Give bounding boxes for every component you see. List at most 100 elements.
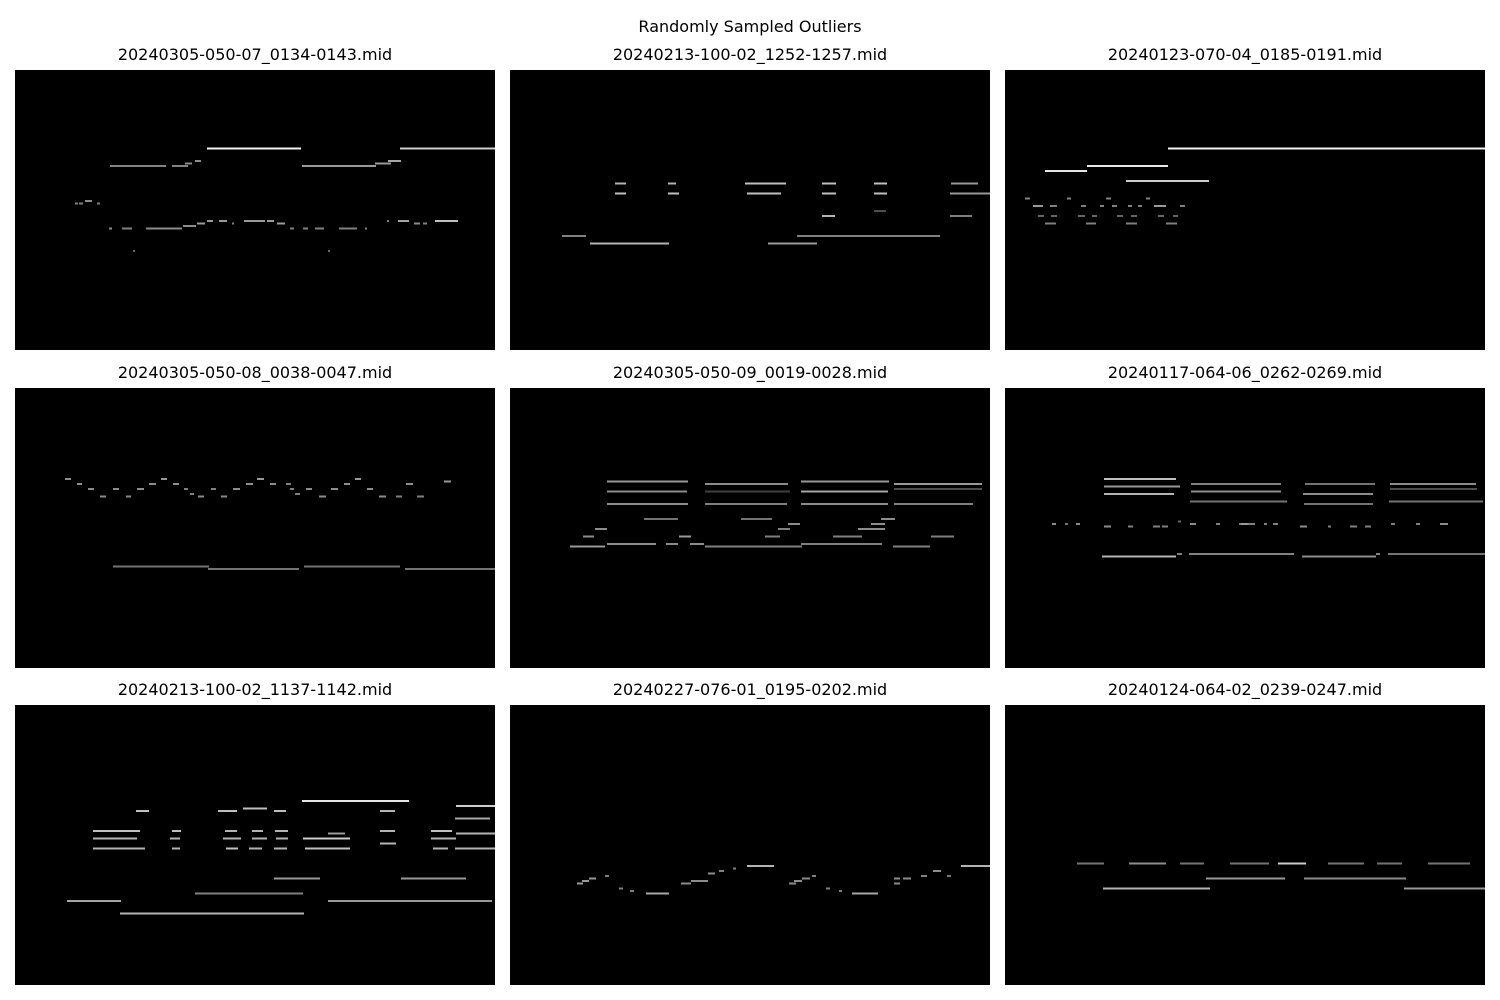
note-bar (894, 877, 900, 880)
note-bar (1428, 862, 1470, 865)
note-bar (583, 535, 594, 538)
piano-roll-notes (75, 147, 495, 252)
note-bar (183, 225, 196, 227)
note-bar (708, 872, 715, 875)
note-bar (1241, 523, 1248, 525)
note-bar (302, 800, 409, 802)
note-bar (305, 847, 350, 850)
note-bar (615, 182, 626, 185)
note-bar (277, 222, 285, 225)
note-bar (607, 480, 688, 483)
note-bar (1038, 215, 1044, 217)
note-bar (933, 870, 941, 872)
note-bar (185, 162, 192, 165)
note-bar (198, 495, 204, 498)
note-bar (768, 242, 817, 245)
note-bar (615, 192, 626, 195)
note-bar (93, 837, 137, 840)
panel-title-6: 20240117-064-06_0262-0269.mid (1107, 363, 1383, 382)
note-bar (67, 900, 121, 902)
note-bar (1304, 877, 1406, 880)
note-bar (380, 810, 395, 812)
piano-roll-notes (1025, 147, 1485, 225)
note-bar (295, 493, 300, 495)
note-bar (801, 503, 888, 505)
piano-roll-panel-1 (15, 70, 495, 350)
note-bar (286, 483, 291, 485)
note-bar (431, 830, 452, 832)
note-bar (894, 488, 982, 490)
note-bar (1230, 862, 1269, 865)
note-bar (1100, 205, 1104, 207)
note-bar (961, 865, 990, 867)
note-bar (133, 250, 135, 252)
piano-roll-notes (577, 865, 990, 895)
note-bar (1191, 490, 1281, 493)
note-bar (1138, 205, 1142, 207)
note-bar (455, 817, 490, 820)
note-bar (315, 227, 324, 230)
note-bar (893, 545, 930, 548)
note-bar (88, 488, 94, 490)
note-bar (666, 543, 678, 545)
note-bar (207, 220, 213, 222)
note-bar (172, 830, 181, 832)
note-bar (120, 912, 304, 915)
piano-roll-notes (65, 478, 495, 570)
note-bar (303, 837, 350, 840)
note-bar (801, 543, 882, 545)
note-bar (1050, 205, 1057, 207)
note-bar (1350, 525, 1357, 528)
note-bar (1190, 523, 1196, 525)
note-bar (1303, 493, 1373, 495)
note-bar (931, 535, 954, 538)
note-bar (950, 192, 990, 195)
note-bar (1131, 215, 1137, 217)
note-bar (433, 847, 448, 850)
note-bar (77, 483, 82, 485)
note-bar (822, 192, 836, 195)
note-bar (302, 165, 376, 167)
note-bar (146, 227, 182, 230)
note-bar (745, 182, 786, 185)
note-bar (161, 478, 167, 480)
note-bar (97, 202, 100, 205)
note-bar (275, 830, 288, 832)
note-bar (1278, 862, 1306, 865)
note-bar (276, 837, 288, 840)
note-bar (826, 887, 830, 890)
note-bar (747, 192, 781, 195)
note-bar (136, 810, 149, 812)
panel-title-5: 20240305-050-09_0019-0028.mid (612, 363, 888, 382)
note-bar (435, 220, 458, 222)
note-bar (1067, 197, 1071, 200)
note-bar (1206, 877, 1285, 880)
note-bar (691, 880, 708, 882)
note-bar (195, 160, 201, 162)
note-bar (398, 220, 409, 222)
note-bar (249, 847, 262, 850)
note-bar (184, 488, 188, 490)
note-bar (232, 222, 234, 225)
panel-title-7: 20240213-100-02_1137-1142.mid (117, 680, 393, 699)
note-bar (137, 488, 144, 490)
note-bar (100, 495, 106, 498)
note-bar (1166, 222, 1177, 225)
panel-title-3: 20240123-070-04_0185-0191.mid (1107, 45, 1383, 64)
note-bar (65, 478, 71, 480)
panel-title-9: 20240124-064-02_0239-0247.mid (1107, 680, 1383, 699)
note-bar (290, 488, 294, 490)
note-bar (1304, 503, 1373, 505)
note-bar (401, 877, 466, 880)
note-bar (223, 837, 241, 840)
note-bar (562, 235, 586, 237)
note-bar (417, 495, 424, 498)
note-bar (75, 202, 78, 205)
note-bar (1365, 525, 1371, 528)
note-bar (590, 242, 669, 245)
note-bar (719, 870, 724, 872)
note-bar (387, 220, 389, 222)
note-bar (197, 222, 205, 225)
note-bar (1051, 215, 1057, 217)
piano-roll-panel-3 (1005, 70, 1485, 350)
